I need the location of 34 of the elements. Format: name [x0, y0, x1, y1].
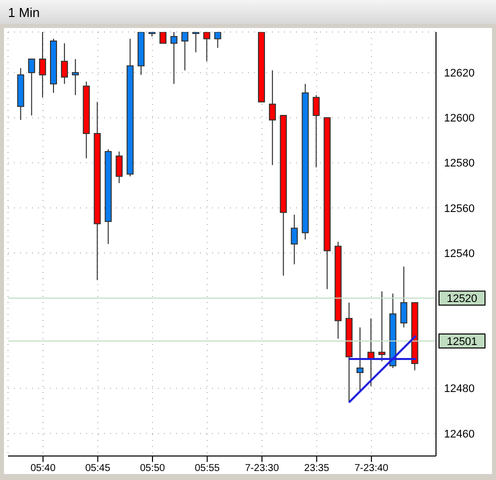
candlestick: [378, 290, 386, 362]
candlestick: [312, 94, 320, 168]
candlestick: [356, 326, 364, 392]
candlestick: [268, 70, 276, 166]
candlestick: [39, 32, 46, 98]
y-tick-label: 12560: [444, 202, 475, 215]
x-tick-label: 05:55: [194, 463, 220, 474]
candlestick: [116, 151, 123, 184]
candlestick: [400, 266, 408, 328]
y-tick-label: 12460: [444, 428, 475, 440]
x-tick-label: 7-23:30: [244, 463, 280, 474]
candlestick: [28, 58, 36, 116]
candlestick: [214, 32, 222, 48]
y-tick-label: 12540: [444, 248, 475, 260]
ref-line-label: 12501: [446, 336, 478, 348]
x-tick-label: 05:45: [85, 463, 111, 474]
y-tick-label: 12600: [444, 112, 475, 125]
candlestick: [72, 58, 79, 96]
candlestick: [181, 32, 188, 71]
candlestick: [203, 32, 210, 62]
y-tick-label: 12580: [444, 158, 475, 170]
ref-line-label: 12520: [446, 293, 478, 306]
y-tick-label: 12620: [444, 68, 475, 80]
candlestick: [290, 214, 298, 265]
candlestick: [159, 32, 166, 44]
x-tick-label: 05:40: [30, 463, 56, 474]
x-tick-label: 05:50: [140, 463, 166, 474]
chart-title: 1 Min: [0, 0, 496, 24]
candlestick: [170, 32, 178, 84]
y-tick-label: 12480: [444, 383, 475, 396]
candlestick: [60, 42, 68, 84]
candlestick: [192, 32, 200, 53]
x-tick-label: 23:35: [304, 463, 330, 474]
x-tick-label: 7-23:40: [354, 463, 389, 474]
